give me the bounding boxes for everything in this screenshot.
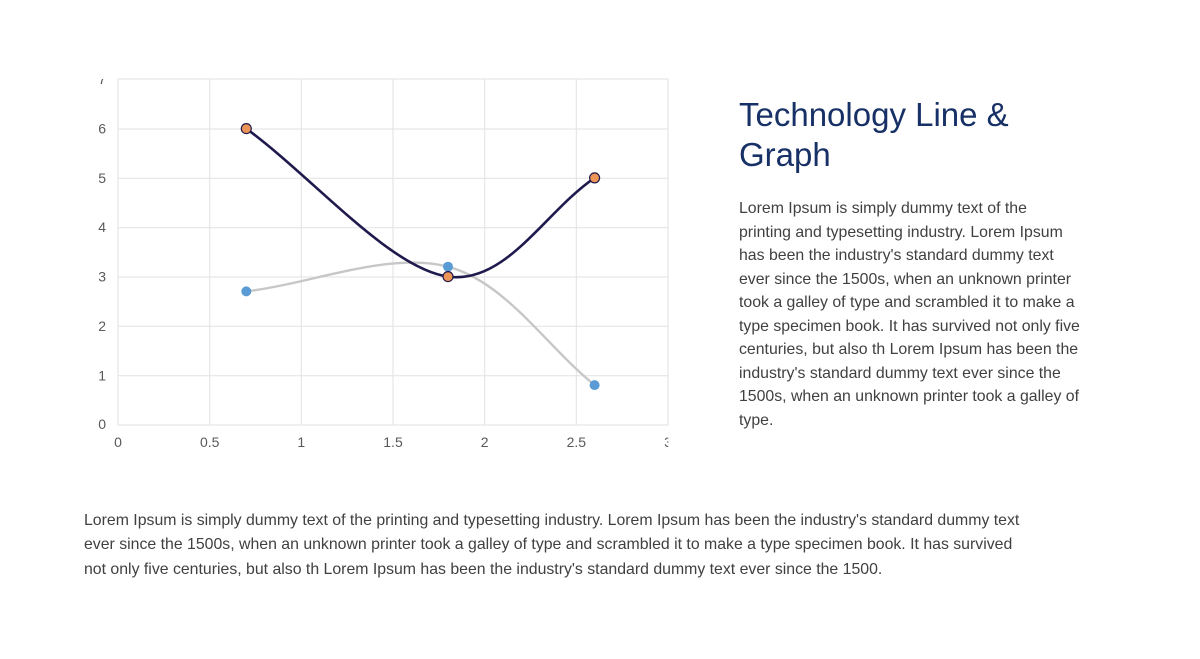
- svg-text:1.5: 1.5: [383, 434, 403, 450]
- svg-text:2: 2: [98, 318, 106, 334]
- svg-text:6: 6: [98, 121, 106, 137]
- svg-text:1: 1: [98, 368, 106, 384]
- svg-text:3: 3: [98, 269, 106, 285]
- svg-text:5: 5: [98, 170, 106, 186]
- svg-text:7: 7: [98, 71, 106, 87]
- svg-text:2: 2: [481, 434, 489, 450]
- svg-text:3: 3: [664, 434, 672, 450]
- svg-text:4: 4: [98, 219, 106, 235]
- svg-text:0.5: 0.5: [200, 434, 220, 450]
- svg-text:0: 0: [114, 434, 122, 450]
- svg-text:2.5: 2.5: [567, 434, 587, 450]
- svg-text:0: 0: [98, 416, 106, 432]
- svg-text:1: 1: [297, 434, 305, 450]
